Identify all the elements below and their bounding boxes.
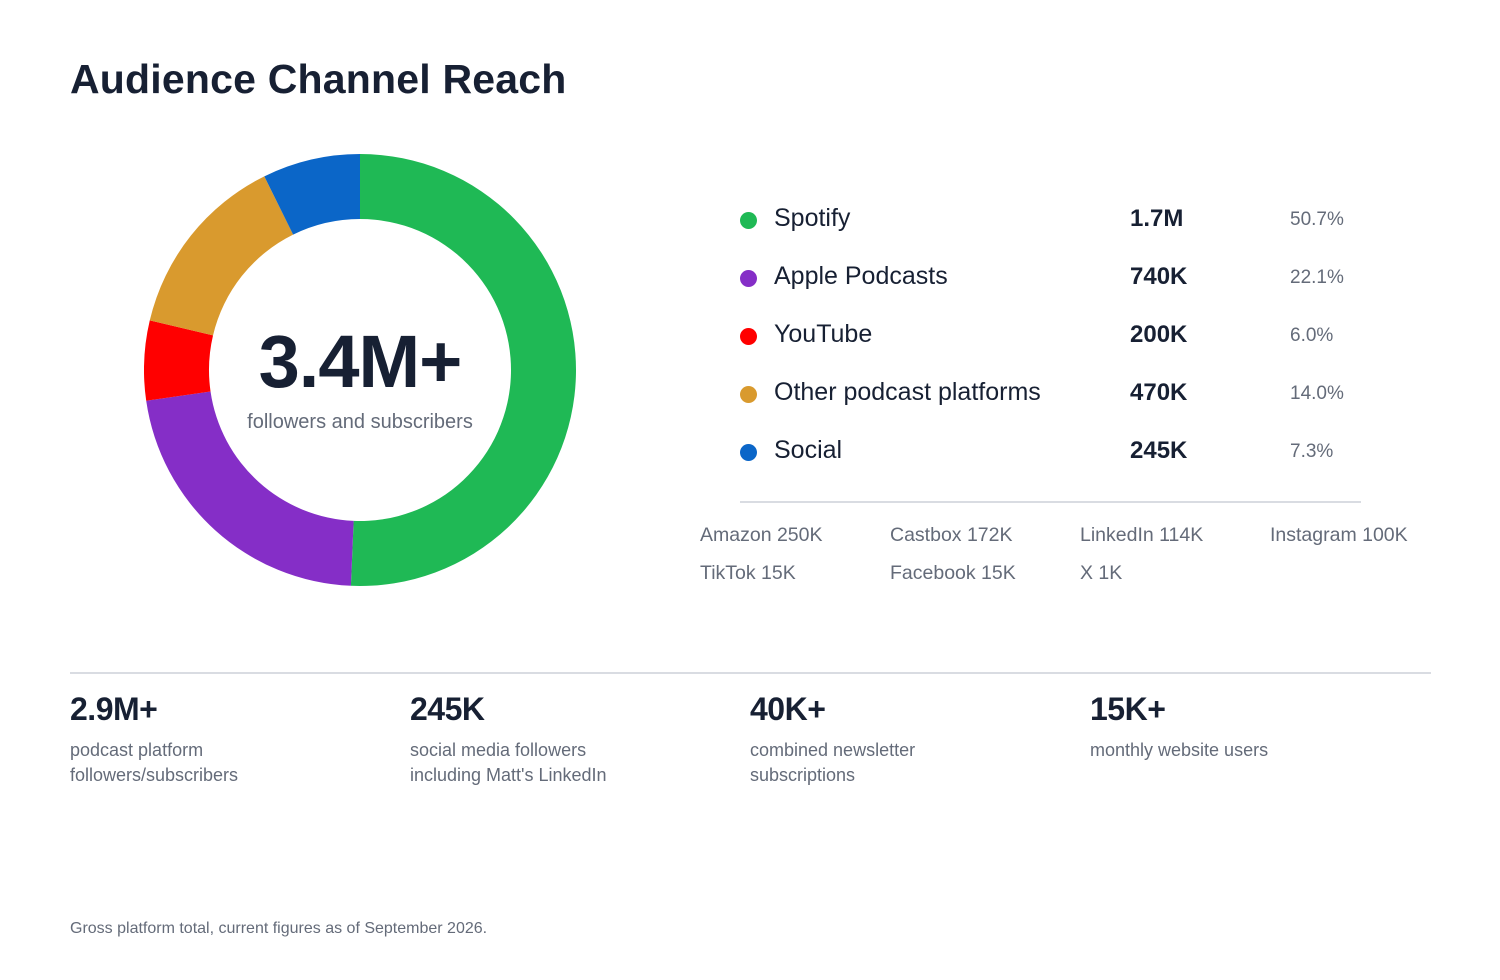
legend-dot-spotify xyxy=(740,212,757,229)
center-total-value: 3.4M+ xyxy=(258,320,463,403)
legend-percent-other-podcast-platforms: 14.0% xyxy=(1290,383,1344,404)
legend-row-social: Social 245K 7.3% xyxy=(740,432,1380,490)
legend-name-apple-podcasts: Apple Podcasts xyxy=(774,262,948,290)
stat-value: 15K+ xyxy=(1090,691,1166,727)
center-total-label: followers and subscribers xyxy=(247,411,473,433)
legend-name-youtube: YouTube xyxy=(774,320,873,348)
stat-description: combined newsletter subscriptions xyxy=(750,738,1050,788)
legend-dot-apple-podcasts xyxy=(740,270,757,287)
legend-row-other-podcast-platforms: Other podcast platforms 470K 14.0% xyxy=(740,374,1380,432)
stat-newsletter: 40K+ combined newsletter subscriptions xyxy=(750,690,1050,788)
breakdown-item-tiktok: TikTok 15K xyxy=(700,562,796,584)
stat-description-line: podcast platform xyxy=(70,740,204,760)
stat-description-line: including Matt's LinkedIn xyxy=(410,765,607,785)
donut-slice-spotify xyxy=(350,154,576,586)
legend-value-other-podcast-platforms: 470K xyxy=(1130,379,1188,406)
breakdown-item-castbox: Castbox 172K xyxy=(890,524,1013,546)
stat-value: 245K xyxy=(410,691,485,727)
stat-value: 2.9M+ xyxy=(70,691,158,727)
donut-chart: 3.4M+ followers and subscribers xyxy=(144,154,576,586)
breakdown-item-x: X 1K xyxy=(1080,562,1123,584)
breakdown-item-linkedin: LinkedIn 114K xyxy=(1080,524,1204,546)
legend-value-social: 245K xyxy=(1130,437,1188,464)
stat-description: podcast platform followers/subscribers xyxy=(70,738,370,788)
legend-dot-social xyxy=(740,444,757,461)
donut-svg xyxy=(144,154,576,586)
legend-name-other-podcast-platforms: Other podcast platforms xyxy=(774,378,1041,406)
donut-slice-apple-podcasts xyxy=(146,391,354,586)
legend-row-apple-podcasts: Apple Podcasts 740K 22.1% xyxy=(740,258,1380,316)
stat-description-line: followers/subscribers xyxy=(70,765,239,785)
legend-name-social: Social xyxy=(774,436,843,464)
stats-divider xyxy=(70,672,1431,674)
legend-dot-youtube xyxy=(740,328,757,345)
donut-slice-other-podcast-platforms xyxy=(149,176,294,336)
breakdown-item-facebook: Facebook 15K xyxy=(890,562,1016,584)
legend-row-youtube: YouTube 200K 6.0% xyxy=(740,316,1380,374)
stat-description-line: combined newsletter xyxy=(750,740,916,760)
stat-description: monthly website users xyxy=(1090,738,1390,763)
legend-percent-apple-podcasts: 22.1% xyxy=(1290,267,1344,288)
legend-dot-other-podcast-platforms xyxy=(740,386,757,403)
chart-legend: Spotify 1.7M 50.7% Apple Podcasts 740K 2… xyxy=(740,200,1380,490)
stat-website-users: 15K+ monthly website users xyxy=(1090,690,1390,763)
stat-podcast-platforms: 2.9M+ podcast platform followers/subscri… xyxy=(70,690,370,788)
stat-description-line: subscriptions xyxy=(750,765,856,785)
stat-description-line: social media followers xyxy=(410,740,587,760)
footnote: Gross platform total, current figures as… xyxy=(70,920,488,937)
stat-description-line: monthly website users xyxy=(1090,740,1269,760)
legend-percent-spotify: 50.7% xyxy=(1290,209,1344,230)
legend-value-apple-podcasts: 740K xyxy=(1130,263,1188,290)
legend-value-youtube: 200K xyxy=(1130,321,1188,348)
page-title: Audience Channel Reach xyxy=(70,56,567,102)
stat-value: 40K+ xyxy=(750,691,826,727)
breakdown-item-instagram: Instagram 100K xyxy=(1270,524,1408,546)
legend-value-spotify: 1.7M xyxy=(1130,205,1184,232)
stat-description: social media followers including Matt's … xyxy=(410,738,710,788)
donut-slice-youtube xyxy=(144,320,214,401)
donut-slice-social xyxy=(264,154,360,235)
legend-percent-social: 7.3% xyxy=(1290,441,1334,462)
stat-social-media: 245K social media followers including Ma… xyxy=(410,690,710,788)
legend-row-spotify: Spotify 1.7M 50.7% xyxy=(740,200,1380,258)
legend-name-spotify: Spotify xyxy=(774,204,851,232)
breakdown-item-amazon: Amazon 250K xyxy=(700,524,823,546)
legend-percent-youtube: 6.0% xyxy=(1290,325,1334,346)
legend-divider xyxy=(740,501,1361,503)
